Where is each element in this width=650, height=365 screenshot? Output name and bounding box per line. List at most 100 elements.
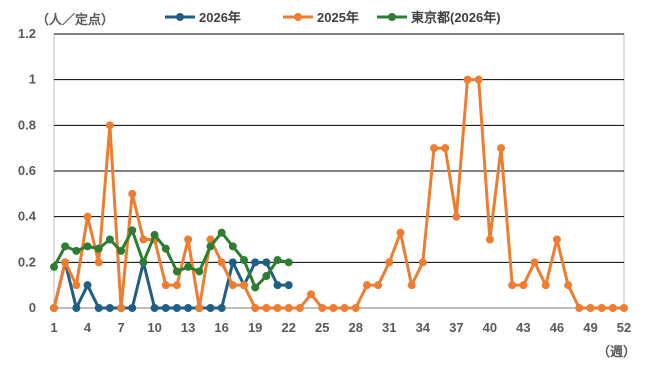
data-point [117,304,126,312]
data-point [251,258,260,267]
data-point [184,262,193,271]
data-point [519,281,528,290]
data-point [50,262,58,271]
data-point [94,258,103,267]
data-point [597,304,606,312]
legend: 2026年 2025年 東京都(2026年) [165,10,501,25]
data-point [161,304,170,312]
data-point [430,144,438,153]
data-point [94,244,103,253]
data-point [441,144,450,153]
data-point [463,75,472,84]
data-point [307,290,316,299]
data-point [172,267,181,276]
data-point [251,304,260,312]
data-point [105,235,114,244]
gridlines [53,33,625,309]
x-tick-label: 49 [583,320,597,335]
legend-item: 2026年 [165,10,241,25]
series-layer [50,75,628,312]
data-point [105,121,114,130]
x-tick-label: 52 [617,320,631,335]
y-unit-label: （人／定点） [36,12,114,27]
data-point [284,281,293,290]
data-point [206,235,215,244]
x-tick-label: 22 [281,320,295,335]
x-tick-label: 13 [181,320,195,335]
data-point [217,304,226,312]
x-tick-label: 37 [449,320,463,335]
data-point [508,281,517,290]
data-point [273,304,282,312]
data-point [83,242,92,251]
data-point [262,272,271,281]
data-point [240,256,248,265]
data-point [195,304,204,312]
data-point [128,189,137,198]
data-point [117,246,126,255]
data-point [586,304,595,312]
y-tick-label: 0.4 [18,209,37,224]
data-point [94,304,103,312]
data-point [184,304,193,312]
y-tick-label: 1 [29,72,36,87]
data-point [128,226,137,235]
legend-item: 東京都(2026年) [377,10,501,25]
data-point [228,258,237,267]
data-point [262,304,271,312]
x-tick-label: 46 [550,320,564,335]
x-tick-label: 40 [483,320,497,335]
x-tick-label: 43 [516,320,530,335]
y-tick-label: 0.8 [18,117,36,132]
data-point [530,258,539,267]
data-point [172,281,181,290]
data-point [217,258,226,267]
y-axis-ticks: 0 0.2 0.4 0.6 0.8 1 1.2 [18,26,37,315]
data-point [72,246,81,255]
y-tick-label: 0 [29,300,36,315]
data-point [541,281,550,290]
x-tick-label: 25 [315,320,329,335]
data-point [351,304,360,312]
data-point [295,304,304,312]
legend-swatch-marker [294,13,302,21]
series-line [52,228,290,289]
data-point [195,267,204,276]
data-point [172,304,181,312]
data-point [217,228,226,237]
data-point [150,230,159,239]
data-point [374,281,383,290]
x-tick-label: 28 [349,320,363,335]
data-point [83,212,92,221]
data-point [284,304,293,312]
x-tick-label: 34 [416,320,431,335]
data-point [620,304,628,312]
data-point [161,244,170,253]
x-tick-label: 10 [147,320,161,335]
data-point [564,281,573,290]
x-tick-label: 31 [382,320,396,335]
data-point [150,304,159,312]
data-point [407,281,416,290]
data-point [206,242,215,251]
y-tick-label: 0.2 [18,254,36,269]
data-point [61,242,70,251]
x-tick-label: 19 [248,320,262,335]
data-point [418,258,427,267]
legend-swatch-marker [176,13,184,21]
data-point [128,304,137,312]
data-point [105,304,114,312]
x-tick-label: 7 [117,320,124,335]
data-point [474,75,483,84]
data-point [485,235,494,244]
data-point [452,212,461,221]
data-point [240,281,248,290]
x-axis-ticks: 1 4 7 10 13 16 19 22 25 28 31 34 37 40 43 46 49 52 [50,320,631,335]
data-point [329,304,338,312]
data-point [228,281,237,290]
data-point [184,235,193,244]
legend-item: 2025年 [283,10,359,25]
data-point [83,281,92,290]
data-point [362,281,371,290]
data-point [228,242,237,251]
